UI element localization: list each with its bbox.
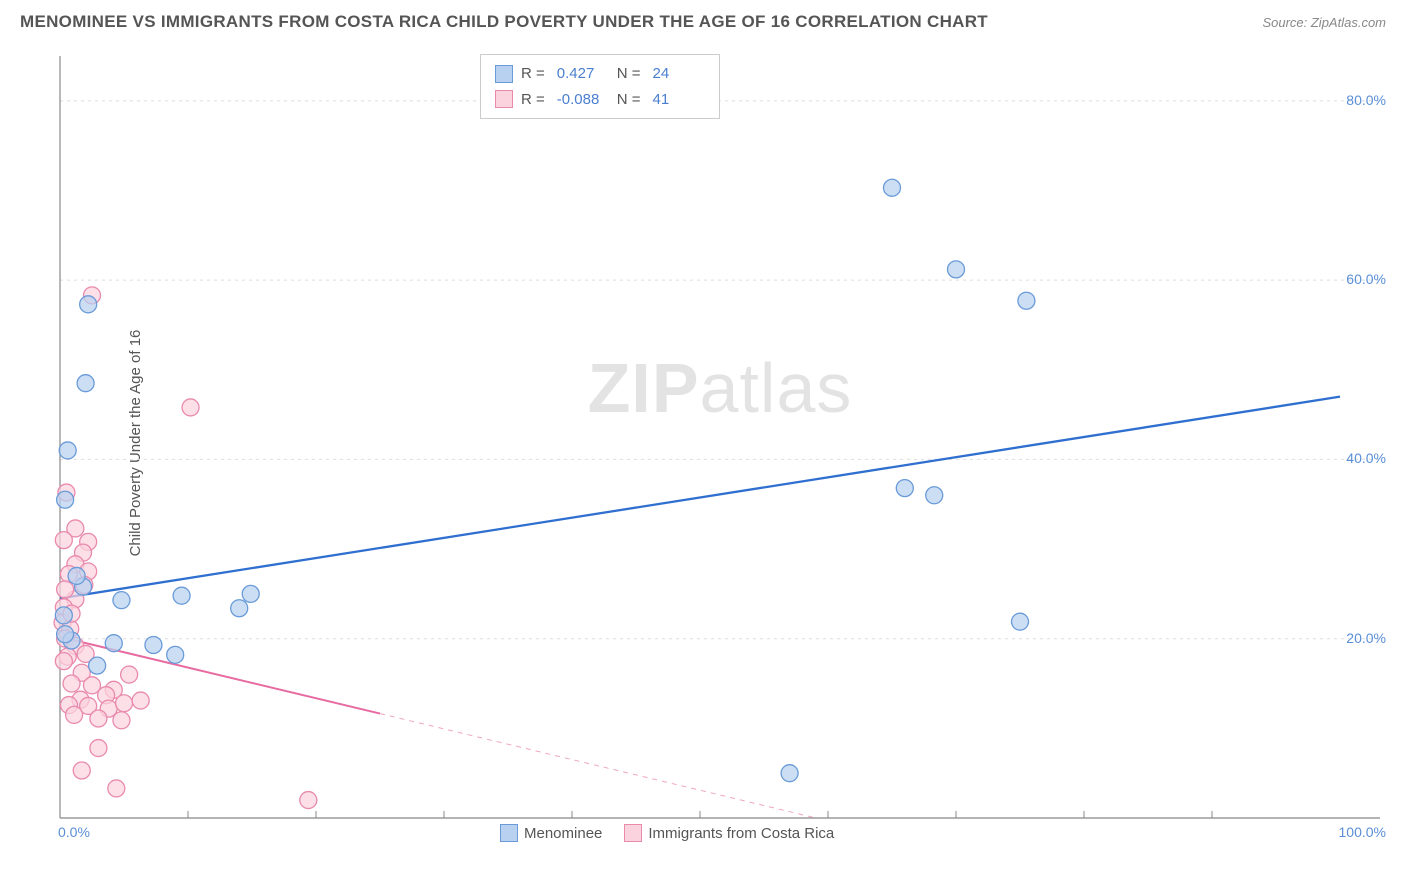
y-tick-label: 80.0%	[1346, 92, 1386, 108]
r-value: 0.427	[557, 61, 609, 87]
y-tick-label: 20.0%	[1346, 630, 1386, 646]
correlation-legend-row: R = -0.088 N = 41	[495, 87, 705, 113]
correlation-legend: R = 0.427 N = 24 R = -0.088 N = 41	[480, 54, 720, 119]
chart-title: MENOMINEE VS IMMIGRANTS FROM COSTA RICA …	[20, 12, 988, 32]
y-tick-label: 40.0%	[1346, 450, 1386, 466]
n-label: N =	[617, 61, 641, 87]
r-label: R =	[521, 61, 545, 87]
n-value: 24	[653, 61, 705, 87]
r-label: R =	[521, 87, 545, 113]
x-tick-label: 100.0%	[1339, 824, 1386, 840]
series-legend: Menominee Immigrants from Costa Rica	[500, 824, 834, 842]
chart-source: Source: ZipAtlas.com	[1262, 15, 1386, 30]
x-tick-label: 0.0%	[58, 824, 90, 840]
scatter-plot	[50, 48, 1390, 838]
chart-header: MENOMINEE VS IMMIGRANTS FROM COSTA RICA …	[0, 0, 1406, 40]
n-value: 41	[653, 87, 705, 113]
series-legend-label: Immigrants from Costa Rica	[648, 825, 834, 842]
r-value: -0.088	[557, 87, 609, 113]
chart-area: Child Poverty Under the Age of 16 ZIPatl…	[50, 48, 1390, 838]
correlation-legend-row: R = 0.427 N = 24	[495, 61, 705, 87]
legend-swatch	[500, 824, 518, 842]
n-label: N =	[617, 87, 641, 113]
legend-swatch	[495, 90, 513, 108]
series-legend-item: Immigrants from Costa Rica	[624, 824, 834, 842]
y-tick-label: 60.0%	[1346, 271, 1386, 287]
series-legend-label: Menominee	[524, 825, 602, 842]
legend-swatch	[495, 65, 513, 83]
series-legend-item: Menominee	[500, 824, 602, 842]
legend-swatch	[624, 824, 642, 842]
